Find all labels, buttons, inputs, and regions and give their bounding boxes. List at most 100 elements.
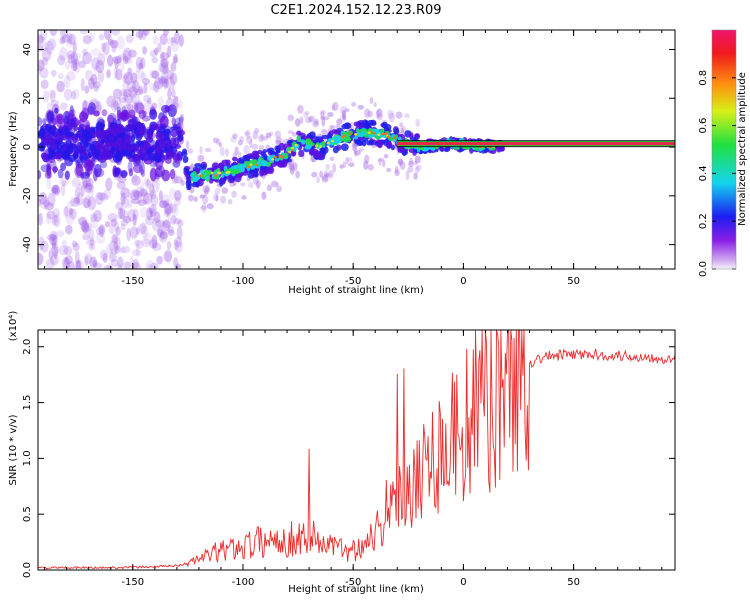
spectrogram-noise-cell (170, 36, 175, 44)
spectrogram-core-cell (375, 128, 380, 133)
spectrogram-noise-cell (153, 80, 160, 93)
spectrogram-band-cell (116, 137, 122, 143)
spectrogram-noise-cell (109, 248, 116, 260)
spectrogram-halo-cell (363, 108, 371, 118)
spectrogram-noise-cell (39, 30, 48, 41)
spectrogram-noise-cell (91, 57, 100, 70)
spectrogram-core-cell (221, 173, 225, 178)
spectrogram-noise-cell (121, 92, 127, 100)
spectrogram-noise-cell (65, 213, 75, 225)
spectrogram-noise-cell (143, 232, 153, 245)
spectrogram-ridge-cell (385, 141, 393, 149)
spectrogram-halo-cell (294, 118, 301, 127)
spectrogram-halo-cell (339, 164, 344, 169)
spectrogram-noise-cell (122, 88, 133, 98)
spectrogram-halo-cell (203, 189, 208, 197)
spectrogram-noise-cell (146, 263, 152, 269)
chart-title: C2E1.2024.152.12.23.R09 (270, 3, 441, 18)
spectrogram-noise-cell (82, 48, 88, 56)
spectrogram-noise-cell (119, 53, 127, 60)
spec-y-tick-label: -20 (22, 188, 33, 204)
spectrogram-halo-cell (266, 184, 272, 192)
spectrogram-noise-cell (65, 224, 73, 235)
spectrogram-noise-cell (49, 254, 60, 266)
spectrogram-noise-cell (173, 217, 181, 225)
spectrogram-core-cell (274, 158, 280, 162)
spectrogram-noise-cell (140, 72, 147, 80)
spectrogram-halo-cell (409, 157, 414, 165)
spectrogram-core-cell (376, 134, 380, 141)
spectrogram-noise-cell (84, 69, 93, 81)
spectrogram-noise-cell (44, 202, 54, 211)
spectrogram-band-cell (156, 145, 163, 151)
spectrogram-halo-cell (332, 101, 339, 112)
spectrogram-halo-cell (287, 129, 294, 135)
spectrogram-halo-cell (265, 132, 272, 139)
spectrogram-ridge-cell (497, 146, 502, 152)
spectrogram-band-cell (130, 133, 136, 142)
spectrogram-halo-cell (382, 159, 386, 168)
spectrogram-noise-cell (80, 172, 90, 179)
spectrogram-halo-cell (239, 135, 245, 142)
spectrogram-noise-cell (139, 222, 147, 235)
spectrogram-noise-cell (156, 255, 163, 265)
spectrogram-noise-cell (39, 240, 49, 253)
spectrogram-halo-cell (377, 157, 384, 162)
spectrogram-band-cell (157, 138, 166, 144)
spectrogram-core-cell (346, 136, 350, 141)
colorbar-label: Normalized spectral amplitude (737, 72, 748, 226)
spectrogram-halo-cell (224, 148, 229, 157)
colorbar-frame (711, 29, 737, 270)
spectrogram-halo-cell (218, 142, 223, 148)
spectrogram-noise-cell (137, 223, 147, 234)
spectrogram-noise-cell (73, 58, 80, 66)
spectrogram-noise-cell (66, 70, 76, 82)
spectrogram-noise-cell (69, 208, 77, 220)
spectrogram-noise-cell (95, 100, 102, 113)
spectrogram-noise-cell (67, 53, 75, 64)
spectrogram-peak-cell (367, 131, 371, 134)
spectrogram-core-cell (199, 169, 205, 174)
spectrogram-halo-cell (408, 160, 415, 168)
spectrogram-halo-cell (199, 146, 203, 155)
spectrogram-noise-cell (138, 30, 144, 41)
spectrogram-noise-cell (133, 239, 141, 247)
spectrogram-noise-cell (164, 203, 172, 215)
spectrogram-core-cell (301, 139, 306, 145)
spec-x-tick-label: -50 (345, 276, 361, 287)
spectrogram-band-cell (87, 151, 93, 158)
spectrogram-noise-cell (115, 226, 121, 236)
spectrogram-noise-cell (59, 36, 66, 45)
spectrogram-noise-cell (65, 39, 73, 48)
spectrogram-noise-cell (80, 185, 85, 197)
spectrogram-noise-cell (151, 70, 160, 79)
spectrogram-noise-cell (157, 229, 165, 236)
spectrogram-noise-cell (169, 168, 176, 180)
spectrogram-noise-cell (170, 40, 179, 53)
spectrogram-noise-cell (72, 52, 82, 59)
spectrogram-noise-cell (117, 256, 124, 269)
spectrogram-noise-cell (148, 82, 157, 91)
spectrogram-noise-cell (163, 205, 173, 217)
spectrogram-noise-cell (52, 184, 60, 196)
spectrogram-noise-cell (123, 110, 128, 118)
spectrogram-noise-cell (125, 34, 134, 44)
spectrogram-noise-cell (39, 196, 50, 210)
spectrogram-noise-cell (56, 80, 65, 93)
spectrogram-noise-cell (120, 223, 126, 231)
spectrogram-halo-cell (305, 111, 310, 116)
spectrogram-noise-cell (90, 212, 97, 223)
spectrogram-noise-cell (107, 38, 114, 46)
spectrogram-ridge-cell (298, 149, 305, 158)
spectrogram-noise-cell (158, 96, 165, 111)
spectrogram-noise-cell (49, 230, 58, 240)
spectrogram-core-cell (419, 146, 424, 151)
spectrogram-noise-cell (135, 30, 143, 39)
spectrogram-core-cell (286, 146, 292, 151)
spectrogram-noise-cell (93, 84, 99, 93)
spectrogram-noise-cell (135, 100, 143, 111)
colorbar-tick-label: 0.4 (698, 165, 709, 181)
spectrogram-noise-cell (99, 192, 109, 202)
spectrogram-noise-cell (90, 73, 98, 86)
spectrogram-noise-cell (98, 33, 105, 41)
